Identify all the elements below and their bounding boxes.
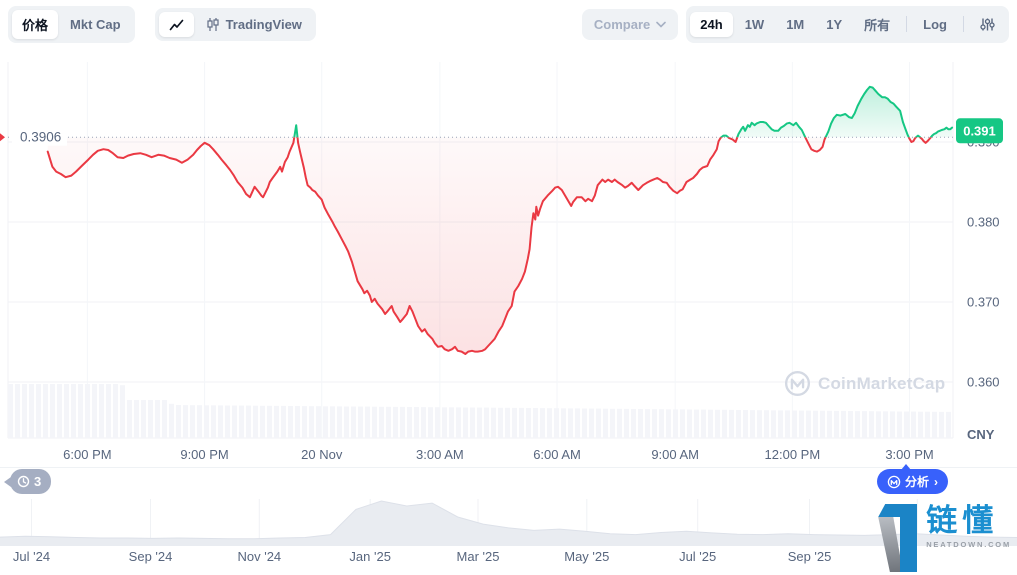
analyze-label: 分析 [904,475,929,489]
navigator-axis-label: Sep '25 [787,549,832,564]
volume-bars [8,384,951,438]
x-axis-label: 20 Nov [301,447,343,462]
navigator-axis-label: Nov '24 [237,549,282,564]
x-axis-label: 3:00 AM [416,447,464,462]
period-Log[interactable]: Log [913,12,957,37]
charttype-TradingView[interactable]: TradingView [196,12,312,37]
price-area-down [47,137,953,354]
chart-toolbar: 价格 Mkt Cap TradingView Compare 24h 1W 1M 1Y 所… [8,0,1009,48]
y-axis-label: 0.370 [967,295,1000,310]
sliders-icon [980,17,995,32]
view-label: Mkt Cap [70,16,121,32]
navigator-area [0,501,1017,546]
period-1M[interactable]: 1M [776,12,814,37]
period-1Y[interactable]: 1Y [816,12,852,37]
navigator-axis-label: Jul '25 [679,549,717,564]
x-axis-label: 9:00 PM [180,447,228,462]
chart-type-toggle: TradingView [154,7,316,41]
navigator-axis: Jul '24 Sep '24 Nov '24 Jan '25 Mar '25 May '… [0,549,1017,565]
period-label: 1Y [826,16,843,32]
site-logo-subtitle: NEATDOWN.COM [926,540,1011,550]
x-axis-label: 9:00 AM [651,447,699,462]
price-line-down [46,137,933,355]
view-Mkt Cap[interactable]: Mkt Cap [60,12,131,37]
navigator-axis-label: Sep '24 [128,549,173,564]
navigator-axis-label: May '25 [564,549,610,564]
history-navigator-chart[interactable] [0,497,1017,546]
site-logo: 链懂 NEATDOWN.COM [875,503,1011,572]
currency-label: CNY [967,427,995,442]
x-axis-label: 6:00 AM [533,447,581,462]
price-line-up [293,85,954,138]
view-label: 价格 [22,17,49,33]
period-label: 所有 [864,17,891,33]
period-1W[interactable]: 1W [735,12,775,37]
compare-label: Compare [593,16,651,32]
period-label: 24h [700,16,723,32]
y-axis-label: 0.360 [967,375,1000,390]
compare-button[interactable]: Compare [581,8,679,40]
charttype-line-chart-icon[interactable] [158,11,194,37]
analyze-button[interactable]: 分析 › [876,464,948,494]
navigator-axis-label: Jan '25 [349,549,391,564]
prev-close-marker [0,133,5,142]
x-axis-label: 12:00 PM [765,447,821,462]
neatdown-logo-icon [875,504,918,572]
chevron-right-icon: › [934,474,938,489]
toolbar-divider [906,16,908,32]
view-价格[interactable]: 价格 [12,9,59,39]
period-24h[interactable]: 24h [690,11,733,37]
y-axis-label: 0.380 [967,215,1000,230]
price-mktcap-toggle: 价格 Mkt Cap [8,5,135,43]
period-label: 1W [744,16,765,32]
cmc-logo-icon [887,475,901,488]
x-axis-label: 3:00 PM [885,447,933,462]
period-label: 1M [786,16,805,32]
period-label: Log [923,16,947,32]
line-chart-icon [169,17,184,32]
navigator-axis-label: Jul '24 [12,549,51,564]
price-area-up [294,86,953,138]
period-sliders-icon[interactable] [970,12,1005,37]
clock-history-icon [17,475,30,488]
site-logo-title: 链懂 [926,503,999,538]
x-axis-label: 6:00 PM [63,447,111,462]
current-price-badge: 0.391 [956,118,1003,144]
period-selector: 24h 1W 1M 1Y 所有 Log [686,5,1009,43]
prev-close-label: 0.3906 [20,130,61,145]
history-count: 3 [34,474,42,489]
toolbar-divider [963,16,964,32]
candlestick-icon [206,17,220,32]
history-badge[interactable]: 3 [3,469,52,494]
period-所有[interactable]: 所有 [854,10,900,39]
chevron-down-icon [656,21,667,28]
svg-text:0.391: 0.391 [963,123,996,138]
section-divider [0,467,1017,468]
navigator-axis-label: Mar '25 [456,549,500,564]
charttype-label: TradingView [225,16,302,32]
